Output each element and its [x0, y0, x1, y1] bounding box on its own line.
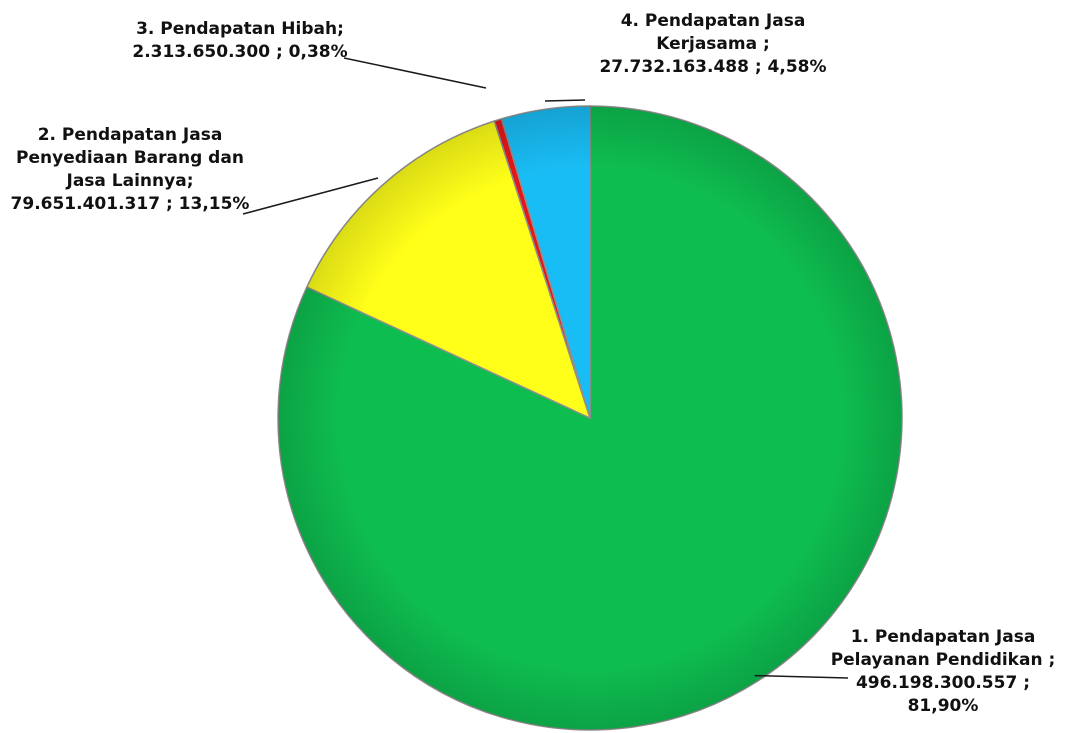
slice-label-1-line-4: 81,90%	[907, 696, 979, 716]
slice-label-1-line-1: 1. Pendapatan Jasa	[850, 627, 1036, 647]
slice-label-1-line-2: Pelayanan Pendidikan ;	[830, 650, 1056, 670]
slice-label-4-line-3: 27.732.163.488 ; 4,58%	[599, 57, 827, 77]
slice-label-1-line-3: 496.198.300.557 ;	[855, 673, 1031, 693]
slice-label-4-line-2: Kerjasama ;	[656, 34, 770, 54]
leader-line-2	[242, 177, 379, 215]
slice-label-3: 3. Pendapatan Hibah; 2.313.650.300 ; 0,3…	[110, 18, 370, 64]
slice-label-3-line-1: 3. Pendapatan Hibah;	[136, 19, 344, 39]
slice-label-2-line-4: 79.651.401.317 ; 13,15%	[10, 194, 250, 214]
leader-line-1	[754, 674, 849, 679]
leader-line-4	[544, 99, 586, 102]
slice-label-3-line-2: 2.313.650.300 ; 0,38%	[132, 42, 348, 62]
slice-label-1: 1. Pendapatan Jasa Pelayanan Pendidikan …	[818, 626, 1068, 718]
slice-label-2-line-1: 2. Pendapatan Jasa	[37, 125, 223, 145]
leader-line-3	[343, 57, 487, 89]
slice-label-4: 4. Pendapatan Jasa Kerjasama ; 27.732.16…	[588, 10, 838, 79]
slice-label-2: 2. Pendapatan Jasa Penyediaan Barang dan…	[5, 124, 255, 216]
slice-label-2-line-2: Penyediaan Barang dan	[16, 148, 244, 168]
slice-label-4-line-1: 4. Pendapatan Jasa	[620, 11, 806, 31]
slice-label-2-line-3: Jasa Lainnya;	[66, 171, 194, 191]
